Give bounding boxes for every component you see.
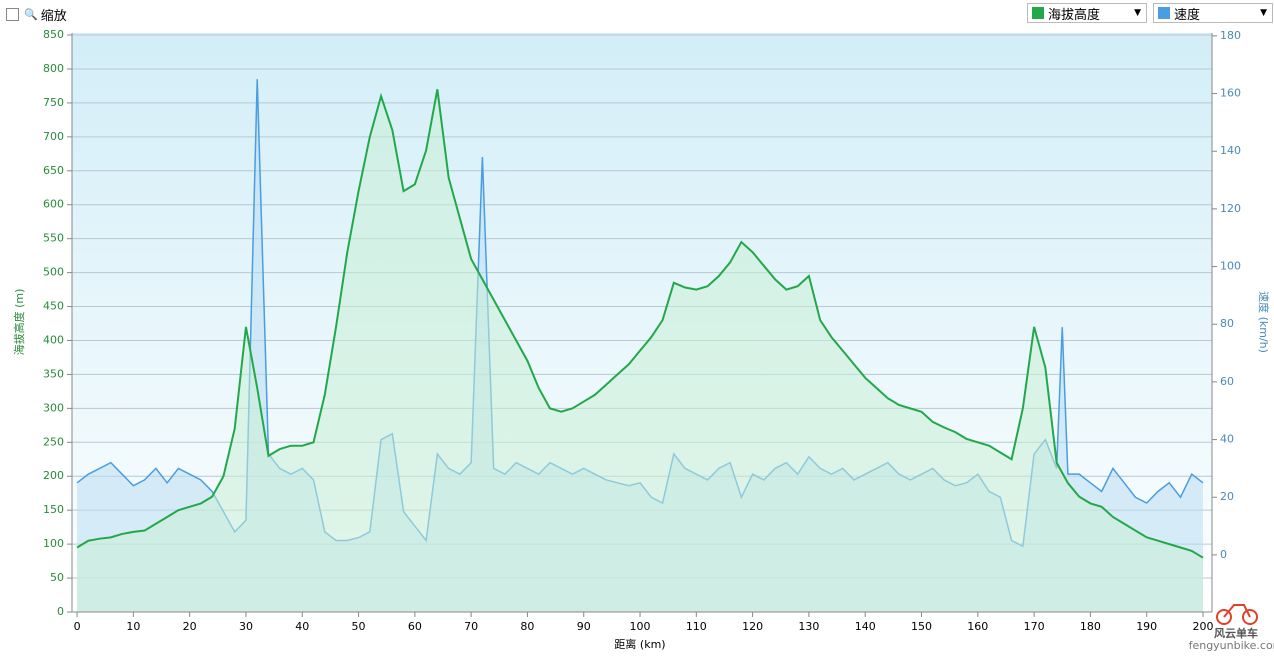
- x-tick-label: 90: [577, 620, 591, 633]
- y2-tick-label: 120: [1220, 202, 1241, 215]
- x-tick-label: 50: [352, 620, 366, 633]
- watermark-site: fengyunbike.com: [1189, 639, 1274, 652]
- y-tick-label: 600: [43, 198, 64, 211]
- y2-tick-label: 40: [1220, 433, 1234, 446]
- y2-tick-label: 20: [1220, 490, 1234, 503]
- x-tick-label: 20: [183, 620, 197, 633]
- x-tick-label: 190: [1136, 620, 1157, 633]
- y2-tick-label: 180: [1220, 29, 1241, 42]
- arrow: ▼: [1134, 8, 1141, 18]
- y2-tick-label: 60: [1220, 375, 1234, 388]
- y2-tick-label: 0: [1220, 548, 1227, 561]
- y-tick-label: 700: [43, 130, 64, 143]
- y-tick-label: 400: [43, 333, 64, 346]
- watermark-logo: [1216, 604, 1258, 625]
- x-tick-label: 100: [630, 620, 651, 633]
- dropdown-label: 速度: [1174, 7, 1201, 23]
- y-tick-label: 450: [43, 300, 64, 313]
- y2-tick-label: 160: [1220, 87, 1241, 100]
- y-tick-label: 50: [50, 571, 64, 584]
- swatch: [1158, 7, 1170, 19]
- x-tick-label: 110: [686, 620, 707, 633]
- x-tick-label: 140: [855, 620, 876, 633]
- y-tick-label: 100: [43, 537, 64, 550]
- line: [76, 89, 1204, 559]
- y-tick-label: 150: [43, 503, 64, 516]
- series-dropdown[interactable]: 速度 ▼: [1153, 3, 1273, 23]
- zoom-control[interactable]: 🔍 缩放: [6, 5, 67, 24]
- x-tick-label: 60: [408, 620, 422, 633]
- dropdown-label: 海拔高度: [1048, 7, 1101, 23]
- x-tick-label: 120: [742, 620, 763, 633]
- y-tick-label: 300: [43, 401, 64, 414]
- x-tick-label: 170: [1024, 620, 1045, 633]
- y-tick-label: 750: [43, 96, 64, 109]
- x-tick-label: 30: [239, 620, 253, 633]
- checkbox[interactable]: [6, 8, 19, 21]
- arrow: ▼: [1260, 8, 1267, 18]
- x-tick-label: 80: [520, 620, 534, 633]
- x-tick-label: 130: [798, 620, 819, 633]
- zoom-label: 缩放: [40, 9, 67, 24]
- x-tick-label: 70: [464, 620, 478, 633]
- y-tick-label: 500: [43, 266, 64, 279]
- x-tick-label: 200: [1192, 620, 1213, 633]
- x-tick-label: 40: [295, 620, 309, 633]
- swatch: [1032, 7, 1044, 19]
- x-tick-label: 10: [126, 620, 140, 633]
- y-tick-label: 650: [43, 164, 64, 177]
- y2-tick-label: 140: [1220, 144, 1241, 157]
- x-tick-label: 180: [1080, 620, 1101, 633]
- zoom-icon: 🔍: [24, 8, 38, 21]
- watermark-name: 风云单车: [1214, 626, 1258, 640]
- y-tick-label: 350: [43, 367, 64, 380]
- y-tick-label: 200: [43, 469, 64, 482]
- y-axis-title: 海拔高度 (m): [12, 289, 26, 356]
- y-tick-label: 250: [43, 435, 64, 448]
- y-tick-label: 0: [57, 605, 64, 618]
- y2-axis-title: 速度 (km/h): [1257, 291, 1271, 353]
- x-tick-label: 160: [967, 620, 988, 633]
- x-tick-label: 0: [74, 620, 81, 633]
- y-tick-label: 850: [43, 28, 64, 41]
- y-tick-label: 800: [43, 62, 64, 75]
- series-dropdown[interactable]: 海拔高度 ▼: [1027, 3, 1147, 23]
- x-tick-label: 150: [911, 620, 932, 633]
- y2-tick-label: 100: [1220, 260, 1241, 273]
- y-tick-label: 550: [43, 232, 64, 245]
- y2-tick-label: 80: [1220, 317, 1234, 330]
- x-axis-title: 距离 (km): [614, 637, 665, 651]
